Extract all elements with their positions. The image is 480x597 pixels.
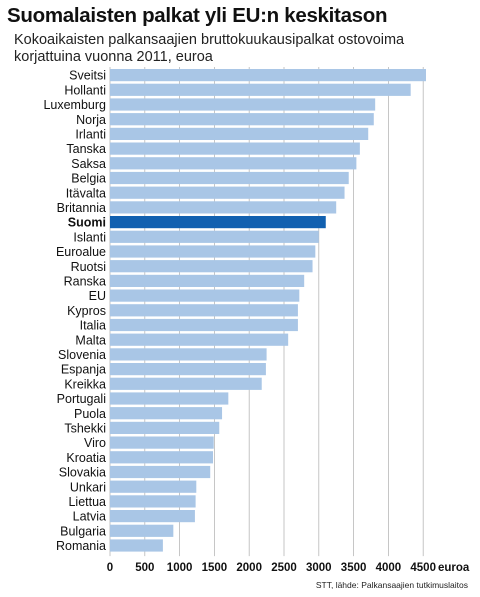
category-label: Britannia [57, 201, 106, 215]
x-tick-label: 1500 [202, 562, 228, 574]
category-label: Itävalta [66, 186, 106, 200]
x-tick-label: 4500 [410, 562, 436, 574]
bar-romania [110, 539, 163, 552]
category-label: Malta [75, 333, 106, 347]
category-label: EU [89, 289, 106, 303]
bar-eu [110, 289, 300, 302]
category-label: Islanti [73, 230, 106, 244]
x-tick-label: 3500 [341, 562, 367, 574]
bar-unkari [110, 480, 197, 493]
bar-ranska [110, 274, 305, 287]
x-tick-label: 1000 [167, 562, 193, 574]
category-label: Bulgaria [60, 524, 106, 538]
bar-islanti [110, 230, 319, 243]
bar-suomi [110, 216, 326, 229]
x-tick-label: 3000 [306, 562, 332, 574]
bar-espanja [110, 363, 266, 376]
category-label: Latvia [73, 510, 106, 524]
bar-irlanti [110, 127, 369, 140]
category-label: Belgia [71, 172, 106, 186]
bar-kypros [110, 304, 298, 317]
bar-hollanti [110, 83, 411, 96]
category-label: Ruotsi [71, 260, 106, 274]
category-label: Saksa [71, 157, 106, 171]
bar-latvia [110, 510, 195, 523]
category-label: Viro [84, 436, 106, 450]
category-label: Luxemburg [43, 98, 106, 112]
x-tick-label: 4000 [376, 562, 402, 574]
x-tick-label: 500 [135, 562, 154, 574]
chart-title: Suomalaisten palkat yli EU:n keskitason [7, 4, 388, 27]
category-label: Puola [74, 407, 106, 421]
bar-tshekki [110, 421, 220, 434]
category-label: Kreikka [64, 377, 106, 391]
category-label: Italia [80, 319, 106, 333]
category-label: Sveitsi [69, 69, 106, 83]
category-label: Tshekki [64, 422, 106, 436]
bar-slovakia [110, 465, 211, 479]
chart-subtitle: Kokoaikaisten palkansaajien bruttokuukau… [14, 32, 405, 65]
category-label: Unkari [70, 480, 106, 494]
category-label: Kroatia [66, 451, 106, 465]
bar-belgia [110, 171, 349, 185]
category-label: Norja [76, 113, 106, 127]
category-label: Espanja [61, 363, 106, 377]
bar-viro [110, 436, 214, 449]
category-label: Kypros [67, 304, 106, 318]
bar-portugali [110, 392, 229, 405]
x-tick-label: 0 [107, 562, 113, 574]
source-note: STT, lähde: Palkansaajien tutkimuslaitos [315, 580, 468, 590]
category-label: Romania [56, 539, 106, 553]
category-label: Hollanti [64, 83, 106, 97]
bar-saksa [110, 157, 357, 170]
category-label: Irlanti [75, 128, 106, 142]
bar-kreikka [110, 377, 262, 390]
category-label: Suomi [68, 216, 106, 230]
bar-italia [110, 318, 298, 332]
x-axis-label: euroa [438, 562, 470, 574]
category-label: Liettua [68, 495, 106, 509]
category-label: Tanska [66, 142, 106, 156]
bar-britannia [110, 201, 337, 214]
category-label: Slovakia [59, 466, 106, 480]
bar-sveitsi [110, 69, 426, 82]
bar-norja [110, 113, 374, 126]
category-label: Slovenia [58, 348, 106, 362]
x-tick-label: 2500 [271, 562, 297, 574]
x-tick-label: 2000 [236, 562, 262, 574]
category-label: Euroalue [56, 245, 106, 259]
bar-puola [110, 407, 223, 420]
category-label: Portugali [57, 392, 106, 406]
bar-itävalta [110, 186, 345, 199]
category-label: Ranska [64, 275, 106, 289]
bar-kroatia [110, 451, 214, 464]
bar-euroalue [110, 245, 316, 258]
bar-malta [110, 333, 289, 346]
bar-bulgaria [110, 524, 174, 537]
bar-liettua [110, 495, 196, 508]
bar-luxemburg [110, 98, 376, 111]
bar-ruotsi [110, 260, 313, 273]
bar-tanska [110, 142, 360, 155]
bar-slovenia [110, 348, 267, 361]
